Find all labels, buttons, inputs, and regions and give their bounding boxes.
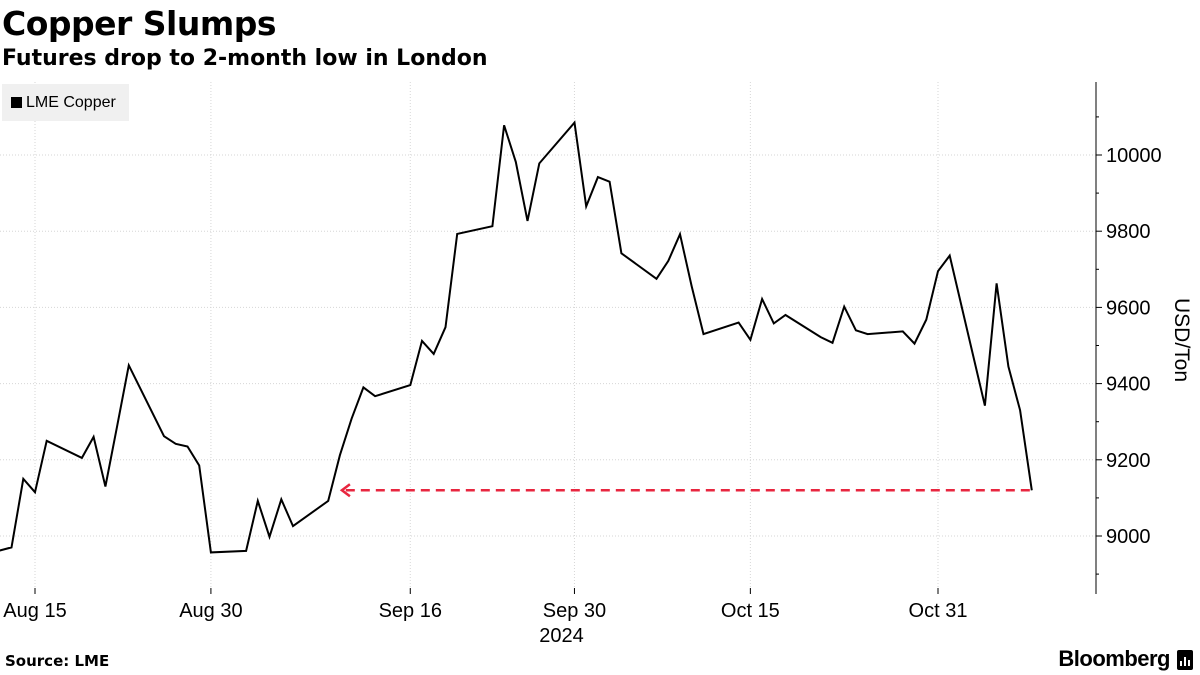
source-note: Source: LME [5, 652, 110, 670]
legend: LME Copper [2, 84, 129, 121]
x-axis: Aug 15 Aug 30 Sep 16 Sep 30 Oct 15 Oct 31 2024 [3, 588, 967, 647]
xtick-label-5: Oct 31 [909, 600, 968, 622]
legend-swatch [11, 97, 22, 108]
ytick-label-10000: 10000 [1106, 145, 1162, 167]
ytick-label-9200: 9200 [1106, 450, 1151, 472]
y-axis: 9000 9200 9400 9600 9800 10000 USD/Ton [1095, 82, 1193, 594]
series-group [0, 120, 1033, 554]
xtick-label-3: Sep 30 [543, 600, 606, 622]
legend-label-lme-copper: LME Copper [26, 93, 116, 111]
bloomberg-logo: Bloomberg [1058, 646, 1170, 671]
ytick-label-9600: 9600 [1106, 297, 1151, 319]
y-axis-label: USD/Ton [1170, 298, 1193, 382]
bloomberg-chart-icon [1177, 650, 1193, 670]
annotations [339, 483, 1030, 498]
xtick-year-label: 2024 [539, 625, 584, 647]
xtick-label-2: Sep 16 [379, 600, 442, 622]
series-line-lme-copper [0, 120, 1033, 554]
ytick-label-9800: 9800 [1106, 221, 1151, 243]
xtick-label-0: Aug 15 [3, 600, 66, 622]
annotation-arrowhead [339, 483, 351, 498]
chart-title: Copper Slumps [2, 4, 277, 43]
xtick-label-4: Oct 15 [721, 600, 780, 622]
xtick-label-1: Aug 30 [179, 600, 242, 622]
ytick-label-9000: 9000 [1106, 526, 1151, 548]
chart-subtitle: Futures drop to 2-month low in London [2, 46, 488, 71]
ytick-label-9400: 9400 [1106, 374, 1151, 396]
gridlines [0, 82, 1096, 594]
